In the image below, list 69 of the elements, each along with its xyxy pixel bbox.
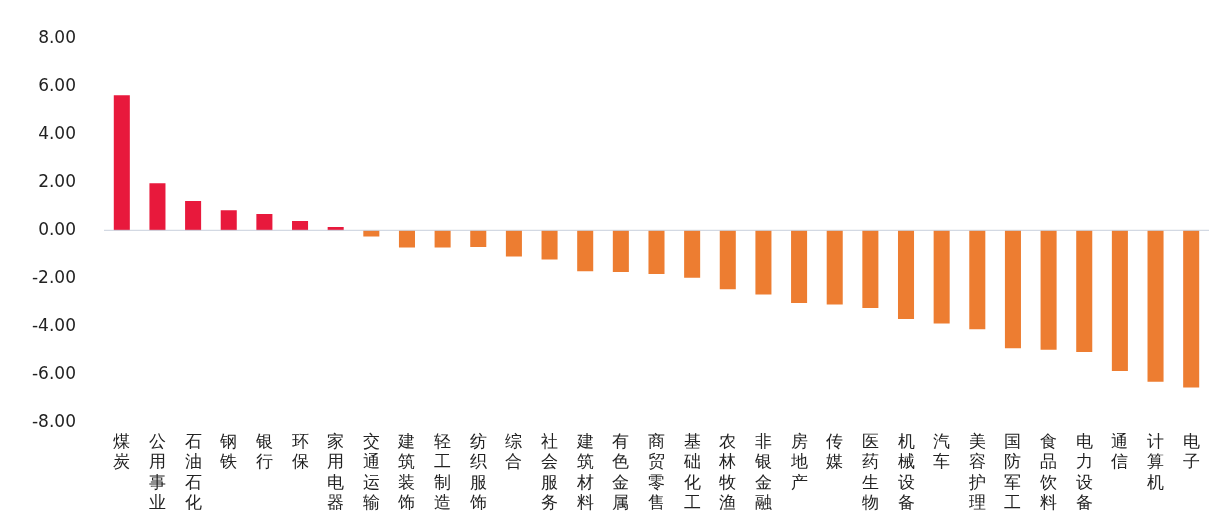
bar [256, 213, 273, 231]
y-tick-label: 4.00 [38, 122, 76, 143]
bar [612, 230, 629, 273]
bar [684, 230, 701, 278]
bar [1004, 230, 1021, 349]
x-tick-label: 建筑材料 [575, 431, 594, 513]
bar [1111, 230, 1128, 372]
x-tick-label: 机械设备 [897, 431, 915, 513]
bar [862, 230, 879, 309]
x-tick-label: 计算机 [1147, 431, 1165, 492]
y-tick-label: 2.00 [38, 170, 76, 191]
x-tick-label: 传媒 [826, 431, 844, 472]
x-tick-label: 石油石化 [184, 431, 202, 513]
bar [577, 230, 594, 272]
bar [897, 230, 915, 319]
x-tick-label: 医药生物 [861, 431, 879, 513]
x-tick-label: 房地产 [789, 431, 808, 492]
x-tick-label: 煤炭 [113, 431, 131, 472]
x-tick-label: 基础化工 [682, 431, 701, 513]
bar [933, 230, 950, 324]
x-tick-label: 建筑装饰 [397, 431, 416, 513]
bar [505, 230, 522, 257]
y-tick-label: -6.00 [31, 362, 76, 383]
y-tick-label: 6.00 [38, 74, 76, 95]
x-tick-label: 农林牧渔 [718, 431, 737, 513]
x-tick-label: 电子 [1182, 431, 1200, 472]
bar [185, 201, 202, 231]
x-tick-label: 通信 [1111, 431, 1129, 472]
y-tick-label: 8.00 [38, 26, 76, 47]
x-tick-label: 食品饮料 [1039, 431, 1058, 513]
x-tick-label: 商贸零售 [647, 431, 665, 513]
bar [826, 230, 843, 305]
bar [1183, 230, 1200, 388]
x-tick-label: 社会服务 [541, 431, 559, 513]
x-tick-label: 美容护理 [967, 431, 986, 513]
x-tick-label: 轻工制造 [434, 431, 452, 513]
y-tick-label: -2.00 [31, 266, 76, 287]
bar [113, 95, 130, 231]
bar [969, 230, 986, 330]
bar [149, 183, 166, 231]
x-tick-label: 公用事业 [148, 431, 166, 513]
x-tick-label: 交通运输 [362, 431, 380, 513]
x-tick-label: 银行 [254, 431, 273, 472]
bar [434, 230, 451, 248]
bar [719, 230, 736, 290]
x-tick-label: 家用电器 [327, 431, 345, 513]
x-tick-label: 非银金融 [753, 431, 772, 513]
bar [1076, 230, 1093, 353]
x-tick-label: 国防军工 [1004, 431, 1022, 513]
bar [541, 230, 558, 260]
bar [220, 210, 237, 231]
bar [398, 230, 415, 248]
y-tick-label: 0.00 [38, 218, 76, 239]
x-tick-label: 环保 [291, 431, 309, 472]
bar [755, 230, 772, 295]
bar [791, 230, 808, 304]
bar [1040, 230, 1057, 350]
x-tick-label: 汽车 [933, 431, 951, 472]
bar [1147, 230, 1164, 382]
bar [292, 220, 309, 231]
x-tick-label: 钢铁 [219, 431, 238, 472]
bar [470, 230, 487, 248]
y-tick-label: -4.00 [31, 314, 76, 335]
y-tick-label: -8.00 [31, 410, 76, 431]
x-tick-label: 综合 [505, 431, 523, 472]
x-tick-label: 纺织服饰 [468, 431, 487, 513]
bar [648, 230, 665, 274]
x-tick-label: 有色金属 [612, 431, 630, 513]
x-tick-label: 电力设备 [1075, 431, 1093, 513]
